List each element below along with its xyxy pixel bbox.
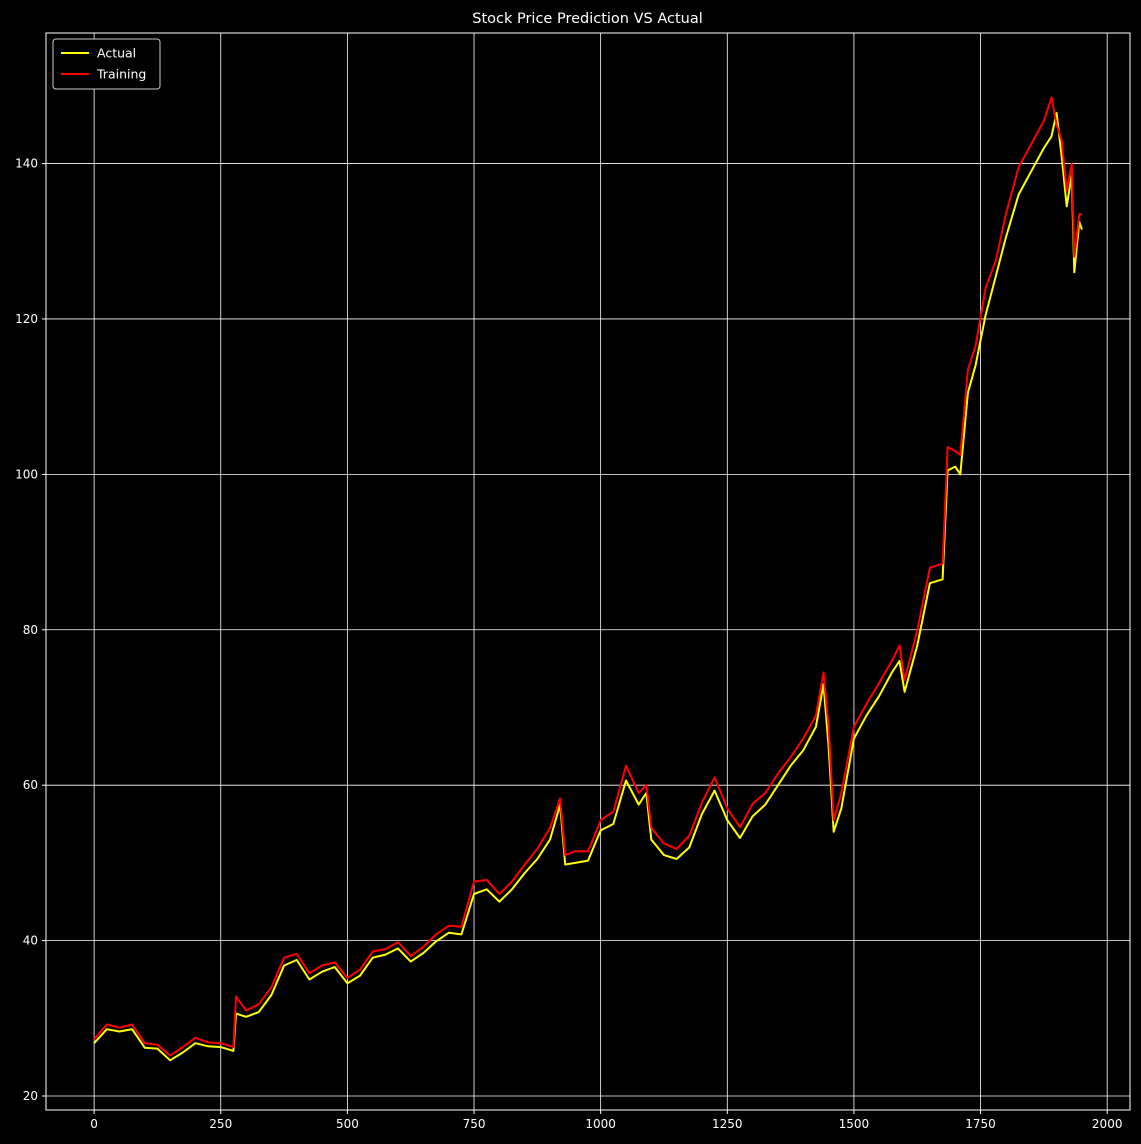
- x-tick-label: 750: [463, 1117, 486, 1131]
- x-tick-label: 2000: [1092, 1117, 1123, 1131]
- plot-frame: [45, 32, 1131, 1111]
- y-tick-label: 40: [23, 934, 38, 948]
- x-tick-label: 1250: [712, 1117, 743, 1131]
- x-tick-label: 500: [336, 1117, 359, 1131]
- y-tick-label: 120: [15, 312, 38, 326]
- x-tick-label: 1750: [965, 1117, 996, 1131]
- y-tick-label: 140: [15, 157, 38, 171]
- grid-lines: [46, 33, 1130, 1110]
- legend-label-actual: Actual: [97, 46, 136, 61]
- y-tick-label: 60: [23, 778, 38, 792]
- x-tick-label: 250: [209, 1117, 232, 1131]
- legend: Actual Training: [52, 38, 161, 90]
- x-tick-label: 1000: [585, 1117, 616, 1131]
- y-tick-label: 100: [15, 467, 38, 481]
- x-tick-label: 0: [90, 1117, 98, 1131]
- legend-box: [52, 38, 161, 90]
- series-line-training: [93, 96, 1082, 1057]
- chart-title: Stock Price Prediction VS Actual: [472, 11, 703, 27]
- legend-label-training: Training: [96, 67, 146, 82]
- y-axis: 20 40 60 80 100 120 140: [15, 157, 46, 1103]
- x-axis: 0 250 500 750 1000 1250 1500 1750 2000: [90, 1110, 1122, 1131]
- series-lines: [93, 96, 1083, 1062]
- y-tick-label: 80: [23, 623, 38, 637]
- x-tick-label: 1500: [839, 1117, 870, 1131]
- y-tick-label: 20: [23, 1089, 38, 1103]
